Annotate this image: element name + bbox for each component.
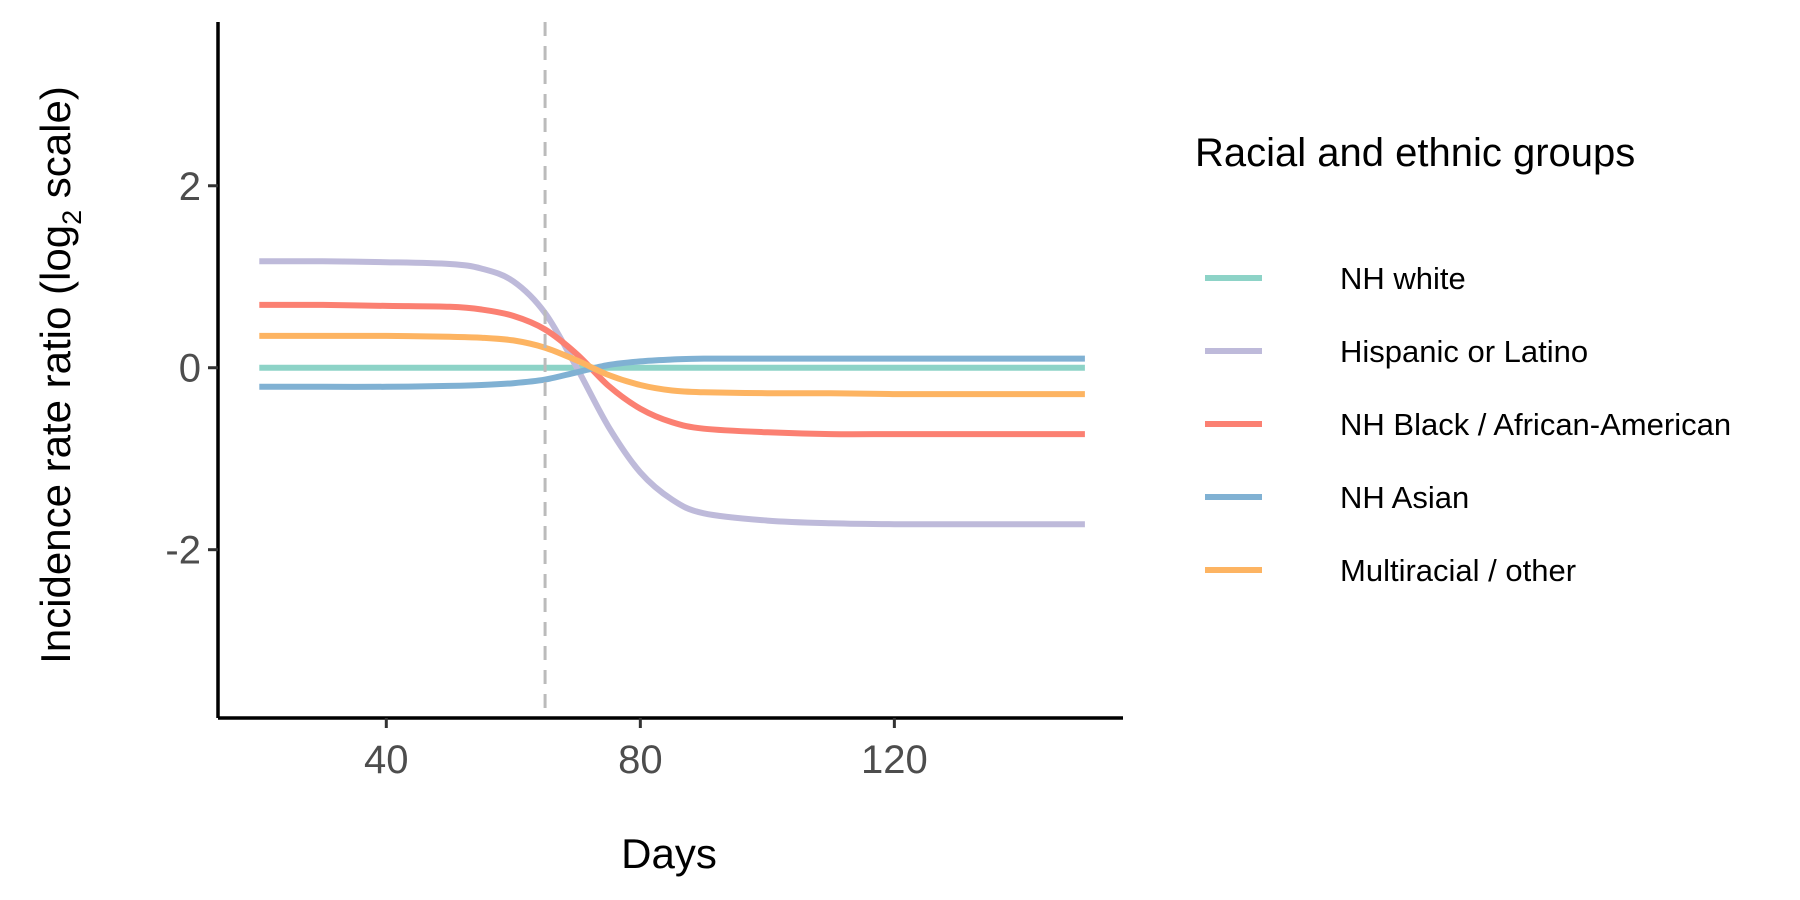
x-axis-ticks: 40 80 120 [364,718,928,782]
y-axis-title-subscript: 2 [57,210,87,225]
y-tick-label: 2 [179,165,201,209]
series-line-hispanic-or-latino [259,258,1085,528]
y-axis-ticks: -2 0 2 [165,165,218,573]
legend-item-nh-black-african-american: NH Black / African-American [1205,407,1731,442]
legend-item-hispanic-or-latino: Hispanic or Latino [1205,334,1588,369]
x-axis-title: Days [621,830,717,877]
x-tick-label: 120 [861,738,928,782]
x-tick-label: 80 [618,738,663,782]
legend-item-multiracial-other: Multiracial / other [1205,553,1576,588]
y-tick-label: 0 [179,347,201,391]
legend-label: Hispanic or Latino [1340,334,1588,369]
series-line-multiracial-other [259,332,1085,398]
y-axis-title-tail: scale) [32,86,79,210]
legend-label: NH Black / African-American [1340,407,1731,442]
y-tick-label: -2 [165,529,201,573]
legend-item-nh-white: NH white [1205,261,1466,296]
legend-label: NH Asian [1340,480,1469,515]
legend: NH white Hispanic or Latino NH Black / Afr… [1205,261,1731,588]
legend-label: Multiracial / other [1340,553,1576,588]
series-line-nh-asian [259,355,1085,390]
x-tick-label: 40 [364,738,409,782]
y-axis-title: Incidence rate ratio (log2 scale) [32,86,87,664]
legend-item-nh-asian: NH Asian [1205,480,1469,515]
plot-area [259,258,1085,528]
y-axis-title-main: Incidence rate ratio (log [32,225,79,664]
legend-title: Racial and ethnic groups [1195,131,1635,175]
series-line-nh-black-african-american [259,301,1085,438]
legend-label: NH white [1340,261,1466,296]
